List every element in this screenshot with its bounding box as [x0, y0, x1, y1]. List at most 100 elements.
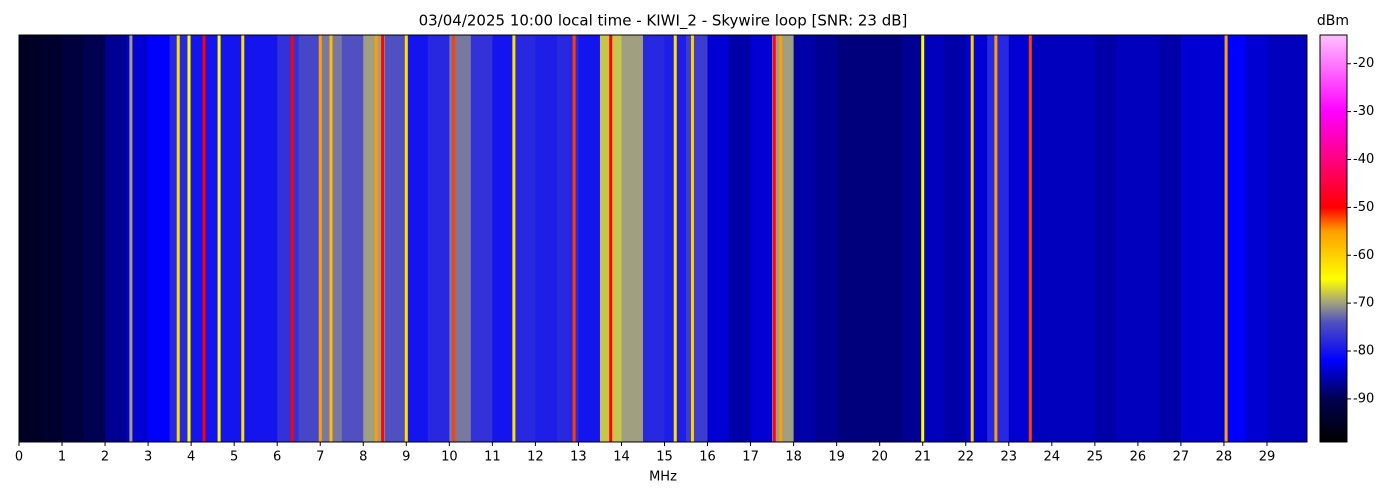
x-tick-label: 20 [871, 450, 888, 465]
carrier-line [404, 35, 408, 442]
heat-cell [965, 35, 988, 442]
x-tick-label: 27 [1173, 450, 1190, 465]
colorbar-tick-label: -90 [1353, 391, 1374, 406]
heat-cell [148, 35, 171, 442]
x-tick-label: 24 [1044, 450, 1061, 465]
carrier-line [970, 35, 974, 442]
carrier-line [690, 35, 694, 442]
carrier-line [572, 35, 576, 442]
carrier-line [452, 35, 456, 442]
carrier-line [176, 35, 180, 442]
carrier-line [609, 35, 613, 442]
colorbar-tick-label: -50 [1353, 200, 1374, 215]
heat-cell [341, 35, 364, 442]
heat-cell [578, 35, 601, 442]
heat-cell [535, 35, 558, 442]
heat-cell [621, 35, 644, 442]
colorbar-tick-label: -70 [1353, 296, 1374, 311]
heat-cell [169, 35, 192, 442]
x-tick-label: 8 [359, 450, 367, 465]
heat-cell [19, 35, 42, 442]
heat-cell [922, 35, 945, 442]
heat-cell [987, 35, 1010, 442]
x-tick-label: 2 [101, 450, 109, 465]
carrier-line [202, 35, 206, 442]
carrier-line [374, 35, 378, 442]
x-tick-label: 21 [914, 450, 931, 465]
heat-cell [363, 35, 386, 442]
carrier-line [217, 35, 221, 442]
heat-cell [234, 35, 257, 442]
x-tick-label: 23 [1001, 450, 1018, 465]
heat-cell [277, 35, 300, 442]
carrier-line [673, 35, 677, 442]
plot-frame [18, 34, 1308, 443]
x-tick-label: 16 [699, 450, 716, 465]
heat-cell [793, 35, 816, 442]
heat-cell [427, 35, 450, 442]
carrier-line [318, 35, 322, 442]
heat-cell [901, 35, 924, 442]
heat-cell [944, 35, 967, 442]
colorbar-tick-label: -20 [1353, 56, 1374, 71]
heat-cell [1288, 35, 1308, 442]
x-axis-label: MHz [649, 470, 677, 485]
heat-cell [1094, 35, 1117, 442]
heat-cell [1180, 35, 1203, 442]
x-tick-label: 5 [230, 450, 238, 465]
heat-cell [105, 35, 128, 442]
heat-cell [492, 35, 515, 442]
carrier-line [921, 35, 925, 442]
colorbar-tick-label: -40 [1353, 152, 1374, 167]
x-tick-label: 29 [1259, 450, 1276, 465]
x-tick-label: 0 [15, 450, 23, 465]
carrier-line [129, 35, 133, 442]
x-tick-label: 26 [1130, 450, 1147, 465]
carrier-line [187, 35, 191, 442]
heat-cell [62, 35, 85, 442]
heat-cell [858, 35, 881, 442]
heat-cell [1137, 35, 1160, 442]
x-tick-label: 11 [484, 450, 501, 465]
carrier-line [772, 35, 776, 442]
heat-cell [1051, 35, 1074, 442]
colorbar [1319, 34, 1348, 443]
heat-cell [1030, 35, 1053, 442]
x-tick-label: 9 [402, 450, 410, 465]
carrier-line [381, 35, 385, 442]
heat-cell [1202, 35, 1225, 442]
x-tick-label: 7 [316, 450, 324, 465]
colorbar-tick-label: -80 [1353, 344, 1374, 359]
heat-cell [83, 35, 106, 442]
heat-cell [879, 35, 902, 442]
heat-cell [556, 35, 579, 442]
heat-cell [642, 35, 666, 442]
x-tick-label: 1 [58, 450, 66, 465]
carrier-line [290, 35, 294, 442]
carrier-line [1028, 35, 1032, 442]
x-tick-label: 6 [273, 450, 281, 465]
heat-cell [298, 35, 321, 442]
heat-cell [1245, 35, 1268, 442]
heat-cell [1073, 35, 1096, 442]
heat-cell [40, 35, 63, 442]
colorbar-label: dBm [1317, 13, 1349, 29]
x-tick-label: 22 [957, 450, 974, 465]
heat-cell [750, 35, 773, 442]
heat-cell [384, 35, 407, 442]
x-tick-label: 19 [828, 450, 845, 465]
heat-cell [406, 35, 429, 442]
heat-cell [686, 35, 709, 442]
carrier-line [241, 35, 245, 442]
x-tick-label: 13 [570, 450, 587, 465]
heat-cell [815, 35, 838, 442]
heat-cell [1223, 35, 1246, 442]
carrier-line [994, 35, 998, 442]
x-tick-label: 12 [527, 450, 544, 465]
heat-cell [1116, 35, 1139, 442]
colorbar-tick-label: -60 [1353, 248, 1374, 263]
heat-cell [1159, 35, 1182, 442]
heat-cell [1266, 35, 1289, 442]
heat-cell [212, 35, 235, 442]
